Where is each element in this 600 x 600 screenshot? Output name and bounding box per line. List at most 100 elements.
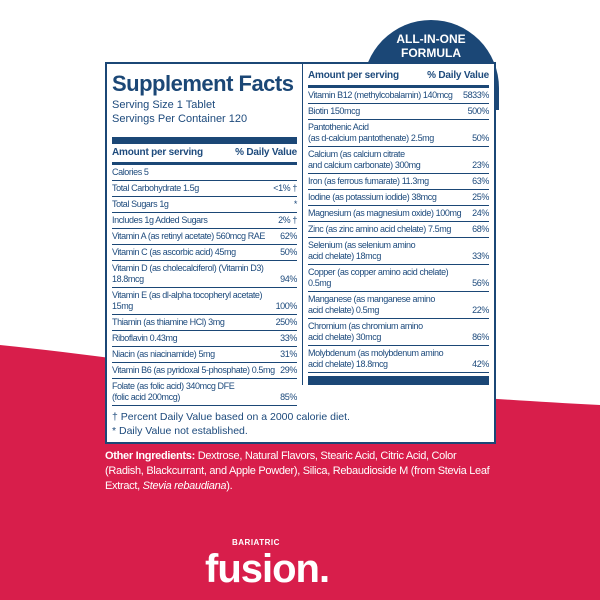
nutrient-name: Total Sugars 1g xyxy=(112,199,169,209)
nutrient-row: Pantothenic Acid (as d-calcium pantothen… xyxy=(308,120,489,147)
nutrient-row: Vitamin B12 (methylcobalamin) 140mcg 5833… xyxy=(308,88,489,104)
nutrient-row: Includes 1g Added Sugars 2% † xyxy=(112,213,297,229)
serving-size: Serving Size 1 Tablet xyxy=(112,99,216,111)
other-ingredients-end: ). xyxy=(226,480,233,492)
nutrient-dv: 33% xyxy=(472,251,489,261)
label-area: Supplement Facts Serving Size 1 Tablet S… xyxy=(105,62,496,494)
nutrient-dv: 500% xyxy=(467,106,490,116)
nutrient-row: Thiamin (as thiamine HCl) 3mg 250% xyxy=(112,315,297,331)
header-dv: % Daily Value xyxy=(235,147,297,158)
nutrient-name: Pantothenic Acid (as d-calcium pantothen… xyxy=(308,122,434,143)
nutrient-name: Vitamin B12 (methylcobalamin) 140mcg xyxy=(308,90,453,100)
nutrient-name: Includes 1g Added Sugars xyxy=(112,215,208,225)
nutrient-dv: 68% xyxy=(472,224,489,234)
nutrient-name: Vitamin C (as ascorbic acid) 45mg xyxy=(112,247,236,257)
nutrient-name: Calcium (as calcium citrate and calcium … xyxy=(308,149,421,170)
nutrient-name: Magnesium (as magnesium oxide) 100mg xyxy=(308,208,462,218)
nutrient-row: Selenium (as selenium amino acid chelate… xyxy=(308,238,489,265)
nutrient-row: Biotin 150mcg 500% xyxy=(308,104,489,120)
nutrient-row: Manganese (as manganese amino acid chela… xyxy=(308,292,489,319)
nutrient-row: Niacin (as niacinamide) 5mg 31% xyxy=(112,347,297,363)
divider-medium xyxy=(112,162,297,165)
nutrient-dv: 33% xyxy=(280,333,297,343)
nutrient-row: Magnesium (as magnesium oxide) 100mg 24% xyxy=(308,206,489,222)
nutrient-dv: 50% xyxy=(472,133,489,143)
nutrient-dv: 94% xyxy=(280,274,297,284)
right-column: Amount per serving % Daily Value Vitamin … xyxy=(302,64,489,385)
nutrient-name: Molybdenum (as molybdenum amino acid che… xyxy=(308,348,444,369)
nutrient-row: Total Sugars 1g * xyxy=(112,197,297,213)
nutrient-row: Iron (as ferrous fumarate) 11.3mg 63% xyxy=(308,174,489,190)
nutrient-dv: 62% xyxy=(280,231,297,241)
nutrient-name: Manganese (as manganese amino acid chela… xyxy=(308,294,435,315)
nutrient-dv: 42% xyxy=(472,359,489,369)
nutrient-dv: 250% xyxy=(275,317,298,327)
nutrient-name: Vitamin E (as dl-alpha tocopheryl acetat… xyxy=(112,290,263,311)
footnote-not-established: * Daily Value not established. xyxy=(112,425,248,437)
nutrient-dv: 25% xyxy=(472,192,489,202)
nutrient-dv: 31% xyxy=(280,349,297,359)
nutrient-name: Total Carbohydrate 1.5g xyxy=(112,183,199,193)
nutrient-name: Vitamin D (as cholecalciferol) (Vitamin … xyxy=(112,263,264,284)
nutrient-dv: 100% xyxy=(275,301,298,311)
nutrient-name: Thiamin (as thiamine HCl) 3mg xyxy=(112,317,225,327)
nutrient-row: Calories 5 xyxy=(112,165,297,181)
column-header-right: Amount per serving % Daily Value xyxy=(308,64,489,85)
nutrient-name: Vitamin B6 (as pyridoxal 5-phosphate) 0.… xyxy=(112,365,275,375)
footnotes: † Percent Daily Value based on a 2000 ca… xyxy=(112,410,489,438)
nutrient-row: Zinc (as zinc amino acid chelate) 7.5mg 6… xyxy=(308,222,489,238)
nutrient-row: Iodine (as potassium iodide) 38mcg 25% xyxy=(308,190,489,206)
nutrient-row: Riboflavin 0.43mg 33% xyxy=(112,331,297,347)
nutrient-dv: 63% xyxy=(472,176,489,186)
logo-fusion: fusion. xyxy=(205,547,330,591)
nutrient-name: Vitamin A (as retinyl acetate) 560mcg RA… xyxy=(112,231,266,241)
nutrient-row: Vitamin E (as dl-alpha tocopheryl acetat… xyxy=(112,288,297,315)
nutrient-row: Molybdenum (as molybdenum amino acid che… xyxy=(308,346,489,373)
divider-medium xyxy=(308,85,489,88)
nutrient-dv: 5833% xyxy=(462,90,489,100)
nutrient-name: Selenium (as selenium amino acid chelate… xyxy=(308,240,416,261)
other-ingredients-label: Other Ingredients: xyxy=(105,450,195,462)
nutrient-name: Niacin (as niacinamide) 5mg xyxy=(112,349,215,359)
divider-thick xyxy=(112,137,297,144)
nutrient-row: Calcium (as calcium citrate and calcium … xyxy=(308,147,489,174)
nutrient-name: Calories 5 xyxy=(112,167,149,177)
nutrient-dv: 50% xyxy=(280,247,297,257)
badge-line1: ALL-IN-ONE xyxy=(396,32,466,46)
divider-thick xyxy=(308,376,489,385)
nutrient-dv: 23% xyxy=(472,160,489,170)
nutrient-row: Vitamin A (as retinyl acetate) 560mcg RA… xyxy=(112,229,297,245)
other-ingredients-text: Dextrose, Natural Flavors, Stearic Acid,… xyxy=(105,450,490,492)
other-ingredients: Other Ingredients: Dextrose, Natural Fla… xyxy=(105,449,496,494)
nutrient-name: Chromium (as chromium amino acid chelate… xyxy=(308,321,423,342)
nutrient-row: Chromium (as chromium amino acid chelate… xyxy=(308,319,489,346)
nutrient-row: Vitamin C (as ascorbic acid) 45mg 50% xyxy=(112,245,297,261)
nutrient-row: Copper (as copper amino acid chelate) 0.… xyxy=(308,265,489,292)
badge-line2: FORMULA xyxy=(401,46,461,60)
nutrient-name: Biotin 150mcg xyxy=(308,106,360,116)
nutrient-row: Total Carbohydrate 1.5g <1% † xyxy=(112,181,297,197)
brand-logo: BARIATRIC fusion. xyxy=(205,538,330,591)
nutrient-row: Folate (as folic acid) 340mcg DFE (folic… xyxy=(112,379,297,406)
column-header: Amount per serving % Daily Value xyxy=(112,144,297,162)
left-column: Supplement Facts Serving Size 1 Tablet S… xyxy=(112,64,302,406)
nutrient-dv: 56% xyxy=(472,278,489,288)
servings-per-container: Servings Per Container 120 xyxy=(112,113,248,125)
nutrient-dv: 85% xyxy=(280,392,297,402)
supplement-facts-panel: Supplement Facts Serving Size 1 Tablet S… xyxy=(105,62,496,444)
facts-columns: Supplement Facts Serving Size 1 Tablet S… xyxy=(112,64,489,406)
nutrient-name: Riboflavin 0.43mg xyxy=(112,333,178,343)
nutrient-name: Zinc (as zinc amino acid chelate) 7.5mg xyxy=(308,224,451,234)
header-amount: Amount per serving xyxy=(112,147,203,158)
nutrient-name: Copper (as copper amino acid chelate) 0.… xyxy=(308,267,449,288)
header-dv: % Daily Value xyxy=(427,70,489,81)
logo-bariatric: BARIATRIC xyxy=(232,538,280,547)
nutrient-name: Iron (as ferrous fumarate) 11.3mg xyxy=(308,176,429,186)
nutrient-dv: * xyxy=(293,199,298,209)
nutrient-dv: <1% † xyxy=(273,183,297,193)
nutrient-row: Vitamin D (as cholecalciferol) (Vitamin … xyxy=(112,261,297,288)
header-amount: Amount per serving xyxy=(308,70,399,81)
nutrient-name: Iodine (as potassium iodide) 38mcg xyxy=(308,192,437,202)
facts-title: Supplement Facts xyxy=(112,71,294,96)
nutrient-row: Vitamin B6 (as pyridoxal 5-phosphate) 0.… xyxy=(112,363,297,379)
